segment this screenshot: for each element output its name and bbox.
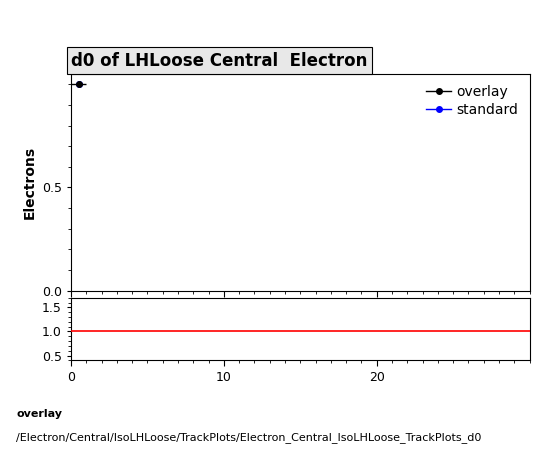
Y-axis label: Electrons: Electrons [22, 146, 37, 219]
Legend: overlay, standard: overlay, standard [422, 81, 523, 122]
Text: d0 of LHLoose Central  Electron: d0 of LHLoose Central Electron [71, 52, 367, 70]
Text: overlay: overlay [16, 409, 62, 419]
Text: /Electron/Central/IsoLHLoose/TrackPlots/Electron_Central_IsoLHLoose_TrackPlots_d: /Electron/Central/IsoLHLoose/TrackPlots/… [16, 432, 482, 443]
